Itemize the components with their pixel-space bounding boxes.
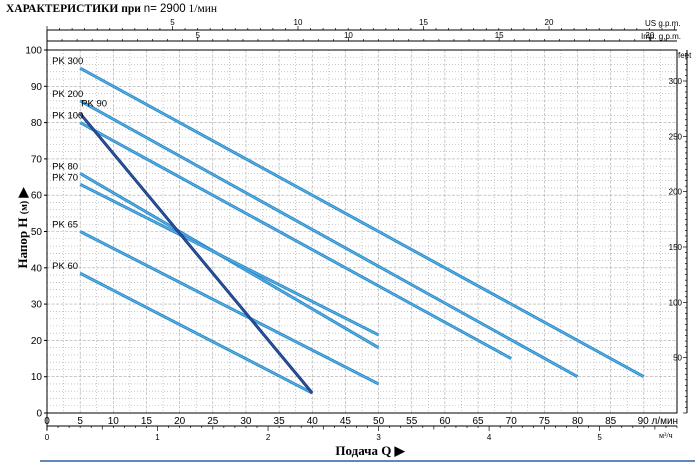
title-unit: 1/мин <box>188 3 218 15</box>
m3h-tick-label: 1 <box>155 433 160 442</box>
imp-gpm-tick-label: 20 <box>645 31 654 40</box>
feet-tick-label: 200 <box>669 188 683 197</box>
us-gpm-unit-label: US g.p.m. <box>645 19 681 28</box>
m3h-tick-label: 3 <box>376 433 381 442</box>
imp-gpm-unit-label: Imp. g.p.m. <box>641 32 681 41</box>
y-tick-label: 0 <box>36 409 42 420</box>
chart-title: ХАРАКТЕРИСТИКИ при n= 2900 1/мин <box>6 3 217 15</box>
imp-gpm-tick-label: 5 <box>195 31 200 40</box>
x-tick-label: 65 <box>472 416 484 427</box>
y-tick-label: 10 <box>31 372 43 383</box>
x-tick-label: 90 л/мин <box>638 416 679 427</box>
x-tick-label: 5 <box>77 416 83 427</box>
y-tick-label: 100 <box>25 46 42 57</box>
x-tick-label: 25 <box>207 416 219 427</box>
x-tick-label: 45 <box>340 416 352 427</box>
y-axis-label: Напор H (м) ▶ <box>15 143 31 313</box>
imp-gpm-tick-label: 10 <box>344 31 353 40</box>
title-rpm: n= 2900 <box>143 3 186 15</box>
x-tick-label: 55 <box>406 416 418 427</box>
series-label-pk-80: PK 80 <box>52 161 78 172</box>
feet-unit-label: feet <box>678 51 692 60</box>
x-tick-label: 10 <box>108 416 120 427</box>
m3h-tick-label: 0 <box>45 433 50 442</box>
y-tick-label: 30 <box>31 300 43 311</box>
us-gpm-tick-label: 5 <box>170 18 175 27</box>
series-highlight-pk-60 <box>79 272 313 394</box>
y-tick-label: 20 <box>31 336 43 347</box>
x-tick-label: 75 <box>539 416 551 427</box>
series-label-pk-300: PK 300 <box>52 56 83 67</box>
x-tick-label: 40 <box>307 416 319 427</box>
y-tick-label: 60 <box>31 191 43 202</box>
x-tick-label: 15 <box>141 416 153 427</box>
x-tick-label: 35 <box>274 416 286 427</box>
feet-tick-label: 50 <box>673 354 682 363</box>
x-tick-label: 60 <box>439 416 451 427</box>
series-highlight-pk-70 <box>79 183 379 336</box>
series-label-pk-100: PK 100 <box>52 111 83 122</box>
x-tick-label: 80 <box>572 416 584 427</box>
series-highlight-pk-65 <box>79 231 379 385</box>
title-main: ХАРАКТЕРИСТИКИ при <box>6 3 141 15</box>
axis-ticks: 0 5 10 15 20 25 30 35 40 45 50 55 60 65 70 75 80 85 90 л/м… <box>25 18 692 442</box>
feet-tick-label: 100 <box>669 298 683 307</box>
x-tick-label: 20 <box>174 416 186 427</box>
series-label-pk-200: PK 200 <box>52 89 83 100</box>
x-tick-label: 70 <box>506 416 518 427</box>
us-gpm-tick-label: 10 <box>294 18 303 27</box>
series-label-pk-65: PK 65 <box>52 220 78 231</box>
y-tick-label: 90 <box>31 82 43 93</box>
imp-gpm-tick-label: 15 <box>495 31 504 40</box>
x-tick-label: 50 <box>373 416 385 427</box>
feet-tick-label: 300 <box>669 77 683 86</box>
y-axis-arrow-icon: ▶ <box>15 187 30 198</box>
y-axis-label-unit: (м) <box>19 200 30 215</box>
series-highlight-pk-200 <box>79 100 578 378</box>
x-axis-label: Подача Q ▶ <box>300 443 440 459</box>
chart-axes <box>40 29 695 462</box>
feet-tick-label: 150 <box>669 243 683 252</box>
series-highlight-pk-90 <box>79 113 313 394</box>
feet-tick-label: 250 <box>669 132 683 141</box>
m3h-tick-label: 2 <box>266 433 271 442</box>
y-axis-label-main: Напор H <box>15 217 30 269</box>
y-tick-label: 40 <box>31 263 43 274</box>
us-gpm-tick-label: 15 <box>419 18 428 27</box>
m3h-tick-label: 5 <box>597 433 602 442</box>
m3h-tick-label: 4 <box>487 433 492 442</box>
series-label-pk-90: PK 90 <box>81 99 107 110</box>
x-tick-label: 85 <box>605 416 617 427</box>
y-tick-label: 50 <box>31 227 43 238</box>
x-tick-label: 30 <box>240 416 252 427</box>
y-tick-label: 70 <box>31 154 43 165</box>
x-axis-label-main: Подача Q <box>335 443 392 458</box>
us-gpm-tick-label: 20 <box>545 18 554 27</box>
chart-series <box>79 66 645 395</box>
series-highlight-pk-300 <box>79 67 645 378</box>
series-label-pk-70: PK 70 <box>52 172 78 183</box>
m3h-unit-label: м³/ч <box>659 431 673 440</box>
chart-grid <box>46 49 678 414</box>
x-axis-arrow-icon: ▶ <box>394 443 405 458</box>
series-label-pk-60: PK 60 <box>52 261 78 272</box>
y-tick-label: 80 <box>31 118 43 129</box>
series-highlight-pk-100 <box>79 122 512 359</box>
x-tick-label: 0 <box>44 416 50 427</box>
